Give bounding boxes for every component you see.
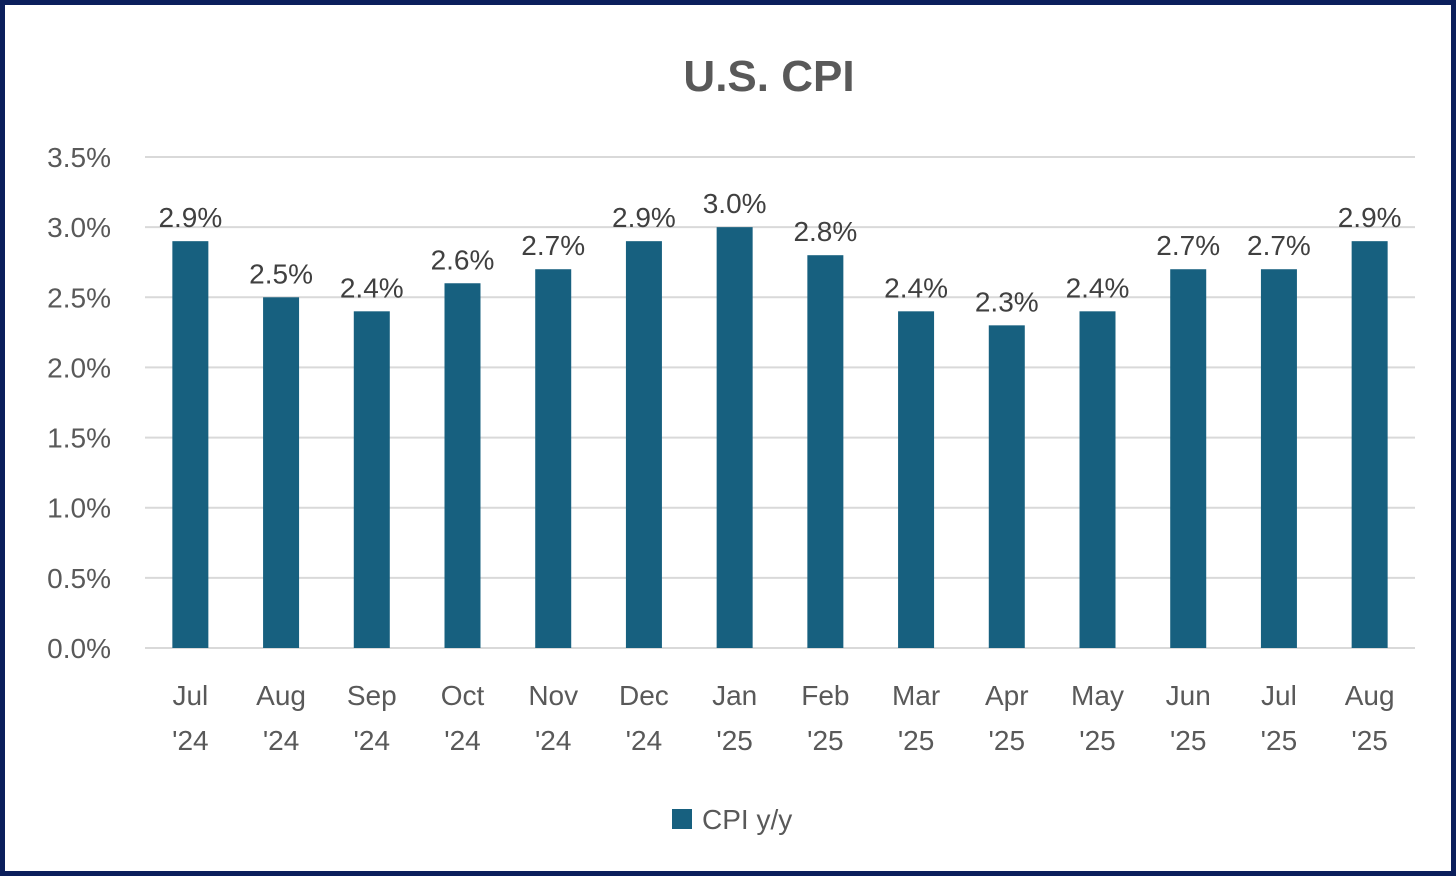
bar: [625, 241, 662, 648]
data-label: 2.3%: [975, 286, 1039, 317]
x-tick-year: '25: [1079, 725, 1116, 756]
bar: [1170, 269, 1207, 648]
bar: [716, 227, 753, 648]
x-tick-month: Jun: [1166, 680, 1211, 711]
x-tick-month: Oct: [441, 680, 485, 711]
x-tick-month: Aug: [256, 680, 306, 711]
bar: [444, 283, 481, 648]
x-tick-month: Jul: [1261, 680, 1297, 711]
bar: [263, 297, 300, 648]
x-tick-year: '25: [1170, 725, 1207, 756]
legend-label: CPI y/y: [702, 804, 792, 835]
x-tick-year: '25: [1351, 725, 1388, 756]
bar: [353, 311, 390, 648]
x-tick-year: '24: [172, 725, 209, 756]
data-label: 2.9%: [612, 202, 676, 233]
data-label: 2.7%: [521, 230, 585, 261]
y-tick-label: 2.5%: [47, 282, 111, 313]
data-label: 2.9%: [158, 202, 222, 233]
x-tick-month: Jan: [712, 680, 757, 711]
data-label: 2.5%: [249, 258, 313, 289]
bar: [898, 311, 935, 648]
cpi-bar-chart: U.S. CPI 0.0% 0.5% 1.0% 1.5% 2.0% 2.5% 3.0% 3.5…: [47, 52, 1415, 835]
y-tick-label: 1.5%: [47, 423, 111, 454]
bar: [988, 325, 1025, 648]
bar: [535, 269, 572, 648]
x-tick-month: Nov: [528, 680, 578, 711]
y-tick-label: 3.0%: [47, 212, 111, 243]
x-tick-month: Sep: [347, 680, 397, 711]
x-tick-year: '25: [898, 725, 935, 756]
data-label: 2.7%: [1247, 230, 1311, 261]
data-label: 2.4%: [340, 272, 404, 303]
x-tick-year: '25: [716, 725, 753, 756]
gridlines: [145, 156, 1415, 649]
x-tick-year: '24: [535, 725, 572, 756]
bar: [172, 241, 209, 648]
data-label: 2.4%: [884, 272, 948, 303]
x-tick-month: Feb: [801, 680, 849, 711]
x-tick-month: Aug: [1345, 680, 1395, 711]
x-tick-month: Apr: [985, 680, 1029, 711]
data-label: 2.6%: [431, 244, 495, 275]
legend-swatch: [672, 809, 692, 829]
bar: [807, 255, 844, 648]
x-tick-month: Dec: [619, 680, 669, 711]
chart-title: U.S. CPI: [683, 52, 854, 101]
y-tick-label: 0.0%: [47, 633, 111, 664]
x-tick-month: May: [1071, 680, 1124, 711]
x-tick-year: '25: [989, 725, 1026, 756]
bars: [172, 227, 1388, 648]
bar: [1260, 269, 1297, 648]
y-tick-label: 3.5%: [47, 142, 111, 173]
bar: [1079, 311, 1116, 648]
x-tick-month: Jul: [172, 680, 208, 711]
data-label: 2.7%: [1156, 230, 1220, 261]
x-tick-year: '24: [626, 725, 663, 756]
x-axis-ticks: Jul '24 Aug '24 Sep '24 Oct '24 Nov '24 Dec '24 Jan '…: [172, 680, 1394, 756]
legend: CPI y/y: [672, 804, 792, 835]
data-label: 3.0%: [703, 188, 767, 219]
x-tick-year: '24: [263, 725, 300, 756]
x-tick-year: '24: [354, 725, 391, 756]
y-axis-ticks: 0.0% 0.5% 1.0% 1.5% 2.0% 2.5% 3.0% 3.5%: [47, 142, 111, 664]
x-tick-year: '25: [1261, 725, 1298, 756]
y-tick-label: 0.5%: [47, 563, 111, 594]
data-label: 2.9%: [1338, 202, 1402, 233]
data-label: 2.8%: [793, 216, 857, 247]
bar: [1351, 241, 1388, 648]
data-label: 2.4%: [1066, 272, 1130, 303]
x-tick-year: '24: [444, 725, 481, 756]
data-labels: 2.9% 2.5% 2.4% 2.6% 2.7% 2.9% 3.0% 2.8% 2.4% 2.3%…: [158, 188, 1401, 317]
y-tick-label: 1.0%: [47, 493, 111, 524]
x-tick-year: '25: [807, 725, 844, 756]
x-tick-month: Mar: [892, 680, 940, 711]
y-tick-label: 2.0%: [47, 352, 111, 383]
